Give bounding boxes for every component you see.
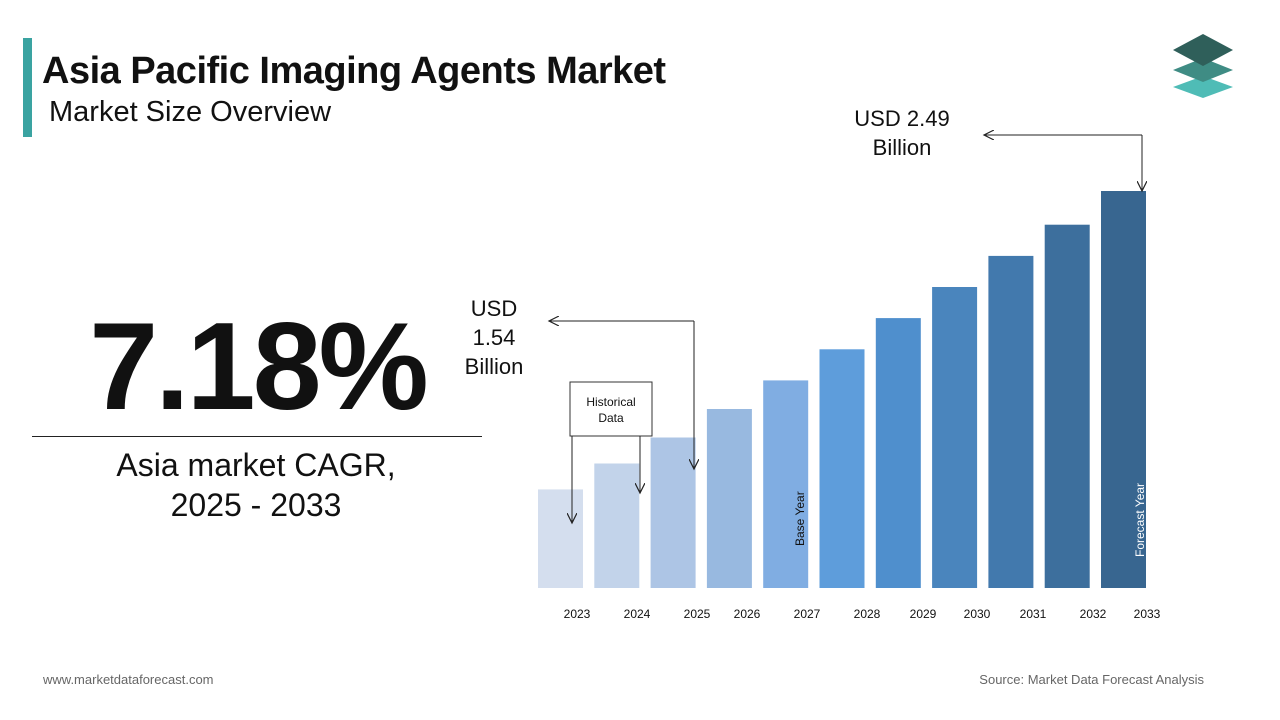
end-value-line2: Billion: [873, 135, 932, 160]
page-subtitle: Market Size Overview: [49, 96, 332, 128]
title-accent-bar: [23, 38, 32, 137]
bar-2032: [1044, 224, 1090, 588]
x-tick-2033: 2033: [1134, 607, 1161, 621]
start-value-line2: 1.54: [473, 325, 516, 350]
bar-2031: [988, 255, 1034, 588]
cagr-label-line1: Asia market CAGR,: [116, 447, 396, 483]
historical-data-label-line1: Historical: [586, 395, 635, 409]
bar-2023: [538, 489, 583, 588]
x-tick-2027: 2027: [794, 607, 821, 621]
cagr-label: Asia market CAGR, 2025 - 2033: [0, 445, 512, 525]
bar-2024: [594, 463, 640, 588]
start-value-line3: Billion: [465, 354, 524, 379]
historical-data-label-line2: Data: [598, 411, 624, 425]
forecast-year-label: Forecast Year: [1133, 483, 1147, 557]
x-tick-2029: 2029: [910, 607, 937, 621]
brand-logo-icon: [1173, 34, 1233, 98]
cagr-label-line2: 2025 - 2033: [170, 487, 342, 523]
bar-2028: [819, 349, 865, 588]
footer-source: Source: Market Data Forecast Analysis: [979, 672, 1204, 687]
bar-2026: [706, 409, 752, 588]
x-tick-2031: 2031: [1020, 607, 1047, 621]
x-tick-2023: 2023: [564, 607, 591, 621]
bar-2027: [763, 380, 809, 588]
bar-2029: [875, 318, 921, 588]
x-tick-2026: 2026: [734, 607, 761, 621]
footer-website: www.marketdataforecast.com: [43, 672, 214, 687]
start-value-line1: USD: [471, 296, 517, 321]
bar-2030: [932, 287, 978, 588]
x-tick-2024: 2024: [624, 607, 651, 621]
bar-2033: [1101, 191, 1146, 588]
cagr-value: 7.18%: [89, 298, 429, 436]
cagr-divider: [32, 436, 482, 437]
x-tick-2025: 2025: [684, 607, 711, 621]
x-tick-2032: 2032: [1080, 607, 1107, 621]
x-tick-2030: 2030: [964, 607, 991, 621]
page-title: Asia Pacific Imaging Agents Market: [42, 50, 666, 92]
bar-2025: [650, 437, 696, 588]
historical-data-box: [569, 381, 653, 437]
x-tick-2028: 2028: [854, 607, 881, 621]
base-year-label: Base Year: [793, 491, 807, 546]
end-value-line1: USD 2.49: [854, 106, 949, 131]
